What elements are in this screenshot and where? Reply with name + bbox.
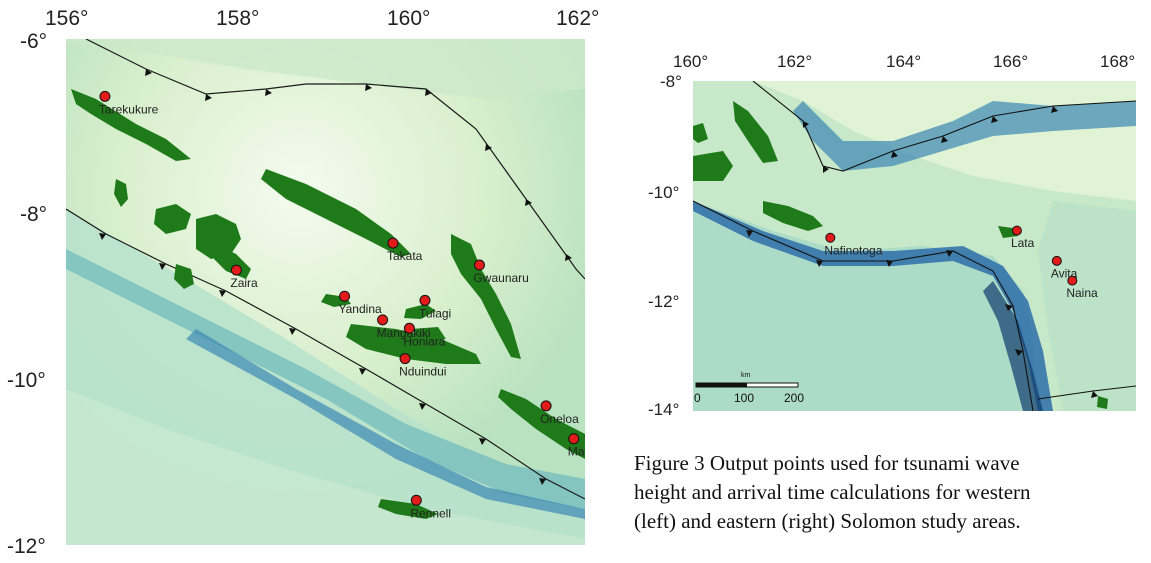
right-point-2 [1051,255,1062,266]
scale-label-0: 0 [694,391,701,405]
right-map: km 0 100 200 Nafinotoga Lata Avita Naina [693,81,1136,411]
caption-line-3: (left) and eastern (right) Solomon study… [634,509,1021,533]
right-point-label-1: Lata [1011,236,1035,250]
left-point-label-5: Tulagi [419,306,451,320]
caption-line-2: height and arrival time calculations for… [634,480,1031,504]
left-lon-tick-160: 160° [387,7,431,30]
right-lat-tick-8: -8° [660,72,682,91]
left-point-11 [410,494,422,506]
left-map: Tarekukure Zaira Takata Gwaunaru Yandina Tula… [66,39,585,545]
left-point-6 [377,314,389,326]
left-point-label-7: Honiara [403,334,445,348]
caption-line-1: Figure 3 Output points used for tsunami … [634,451,1020,475]
right-lon-tick-166: 166° [993,52,1029,71]
right-lon-tick-160: 160° [673,52,709,71]
left-point-label-1: Zaira [230,276,258,290]
scale-unit: km [741,372,751,379]
left-point-label-0: Tarekukure [99,102,159,116]
left-lat-tick-12: -12° [7,535,46,558]
right-point-1 [1011,225,1022,236]
left-point-label-2: Takata [387,249,423,263]
right-point-0 [825,232,836,243]
left-point-label-4: Yandina [339,302,382,316]
left-map-canvas: Tarekukure Zaira Takata Gwaunaru Yandina Tula… [66,39,585,545]
left-lat-tick-10: -10° [7,369,46,392]
right-point-label-0: Nafinotoga [824,243,882,257]
right-lon-tick-164: 164° [886,52,922,71]
left-lon-tick-156: 156° [45,7,89,30]
left-point-7 [403,322,415,334]
right-lon-tick-168: 168° [1100,52,1136,71]
left-points-layer: Tarekukure Zaira Takata Gwaunaru Yandina Tula… [99,90,585,520]
right-lat-tick-14: -14° [648,400,680,419]
left-point-label-3: Gwaunaru [473,271,528,285]
figure-caption: Figure 3 Output points used for tsunami … [634,449,1151,536]
left-lon-tick-158: 158° [216,7,260,30]
left-point-0 [99,90,111,102]
right-point-label-3: Naina [1066,286,1098,300]
scale-label-200: 200 [784,391,804,405]
left-point-5 [419,294,431,306]
scale-bar [695,382,799,388]
left-lat-tick-6: -6° [20,30,48,53]
right-lat-tick-12: -12° [648,292,680,311]
left-point-label-6: Mangakiki [377,326,431,340]
left-point-10 [568,433,580,445]
left-lon-tick-162: 162° [556,7,600,30]
left-point-4 [339,290,351,302]
left-point-label-8: Nduindui [399,365,446,379]
left-point-2 [387,237,399,249]
left-point-label-9: Oneloa [540,412,579,426]
right-point-3 [1067,275,1078,286]
left-point-label-11: Rennell [410,506,451,520]
right-lon-tick-162: 162° [777,52,813,71]
left-point-label-10: Marung [568,445,585,459]
left-point-1 [230,264,242,276]
scale-label-100: 100 [734,391,754,405]
right-lat-tick-10: -10° [648,183,680,202]
left-point-8 [399,353,411,365]
left-point-3 [473,259,485,271]
left-lat-tick-8: -8° [20,203,48,226]
left-point-9 [540,400,552,412]
